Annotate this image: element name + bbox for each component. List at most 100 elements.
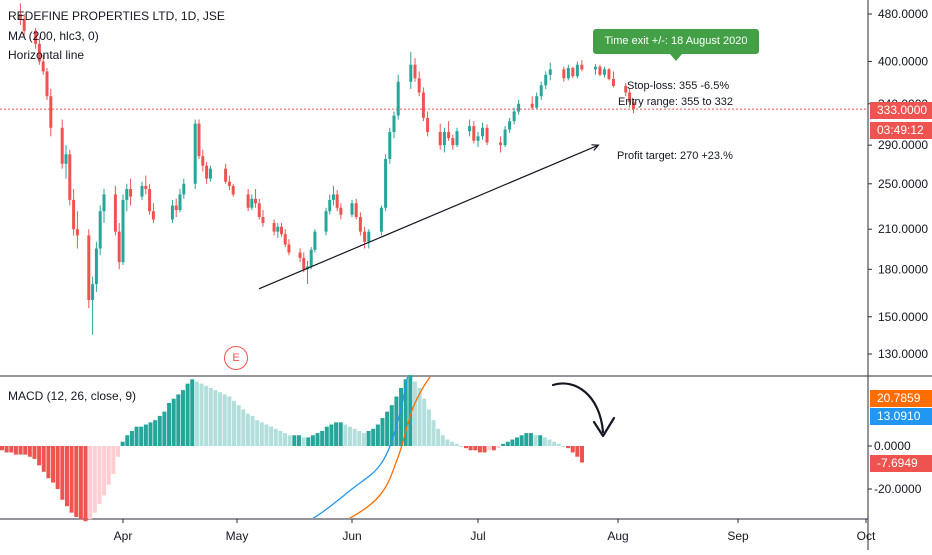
candle-body — [331, 194, 335, 200]
macd-value-tag: 20.7859 — [870, 390, 932, 407]
candle-body — [283, 234, 287, 245]
candle-body — [129, 189, 133, 197]
candle-body — [94, 248, 98, 285]
candle-body — [367, 231, 371, 242]
candle-body — [280, 226, 284, 235]
macd-histogram-bar — [245, 413, 250, 446]
macd-histogram-bar — [255, 420, 260, 446]
candle-body — [392, 115, 396, 133]
macd-histogram-bar — [120, 441, 125, 446]
candle-body — [72, 199, 76, 230]
candle-body — [227, 181, 231, 186]
price-tick-label: 290.0000 — [878, 138, 928, 152]
price-tick-label: 250.0000 — [878, 177, 928, 191]
macd-histogram-bar — [334, 422, 339, 446]
candle-body — [313, 231, 317, 250]
macd-histogram-bar — [194, 381, 199, 446]
macd-histogram-bar — [292, 435, 297, 446]
candle-body — [178, 194, 182, 211]
macd-histogram-bar — [580, 446, 584, 463]
candle-body — [539, 85, 543, 97]
bar-countdown-tag: 03:49:12 — [870, 122, 932, 139]
candle-body — [530, 103, 534, 108]
macd-histogram-bar — [148, 422, 153, 446]
time-exit-callout: Time exit +/-: 18 August 2020 — [593, 29, 759, 61]
candle-body — [631, 102, 635, 110]
candle-body — [421, 92, 425, 118]
macd-histogram-bar — [287, 435, 292, 446]
candle-body — [358, 217, 362, 232]
candle-body — [447, 132, 451, 139]
candle-body — [272, 223, 276, 232]
macd-tick-label: -20.0000 — [874, 482, 922, 496]
price-tick-label: 480.0000 — [878, 7, 928, 21]
macd-histogram-bar — [4, 446, 9, 453]
candle-body — [250, 198, 254, 208]
macd-histogram-bar — [264, 424, 269, 446]
macd-histogram-bar — [366, 430, 371, 446]
macd-histogram-bar — [69, 446, 74, 513]
macd-histogram-bar — [111, 446, 116, 474]
candle-body — [396, 81, 400, 116]
horizontal-line-label: Horizontal line — [8, 48, 85, 62]
candle-body — [562, 69, 566, 79]
macd-histogram-bar — [153, 420, 158, 446]
candle-body — [87, 235, 91, 300]
macd-histogram-bar — [296, 435, 301, 446]
candle-body — [499, 142, 503, 146]
macd-histogram-bar — [477, 446, 482, 453]
candle-body — [544, 74, 548, 86]
candle-body — [246, 194, 250, 208]
macd-histogram-bar — [459, 446, 464, 447]
macd-histogram-bar — [371, 428, 376, 446]
candle-body — [517, 103, 521, 112]
macd-histogram-bar — [41, 446, 46, 472]
macd-histogram-bar — [528, 433, 533, 446]
price-tick-label: 180.0000 — [878, 262, 928, 276]
candle-body — [309, 249, 313, 267]
candle-body — [91, 284, 95, 300]
macd-histogram-bar — [236, 405, 241, 446]
price-tick-label: 400.0000 — [878, 54, 928, 68]
macd-histogram-bar — [134, 426, 139, 446]
macd-histogram-bar — [556, 443, 561, 446]
candle-body — [468, 126, 472, 132]
macd-histogram-bar — [315, 433, 320, 446]
macd-histogram-bar — [394, 396, 399, 446]
candle-body — [257, 203, 261, 218]
macd-histogram-bar — [348, 426, 352, 446]
macd-histogram-bar — [464, 446, 468, 449]
macd-histogram-bar — [222, 394, 227, 446]
macd-histogram-bar — [157, 415, 162, 446]
macd-histogram-bar — [510, 439, 515, 446]
macd-histogram-bar — [32, 446, 37, 459]
time-tick-label: Oct — [857, 529, 876, 543]
macd-histogram-bar — [92, 446, 97, 513]
macd-histogram-bar — [352, 428, 357, 446]
macd-histogram-bar — [218, 392, 223, 446]
macd-histogram-bar — [361, 433, 366, 446]
candle-body — [379, 207, 383, 232]
candle-body — [324, 211, 328, 232]
macd-histogram-bar — [227, 396, 232, 446]
candle-body — [224, 168, 228, 182]
macd-histogram-bar — [436, 428, 441, 446]
macd-histogram-bar — [417, 387, 422, 446]
macd-histogram-bar — [515, 437, 520, 446]
macd-histogram-bar — [454, 443, 459, 446]
macd-histogram-bar — [547, 439, 552, 446]
histogram-value-tag: -7.6949 — [870, 455, 932, 472]
earnings-event-marker[interactable]: E — [224, 346, 248, 370]
candle-body — [485, 127, 489, 143]
trend-line-arrowhead — [591, 144, 600, 151]
macd-histogram-bar — [125, 435, 130, 446]
macd-histogram-bar — [60, 446, 65, 500]
candle-body — [68, 154, 72, 200]
candle-body — [49, 96, 53, 128]
macd-histogram-bar — [399, 387, 404, 446]
macd-histogram-bar — [445, 439, 450, 446]
candle-body — [628, 92, 632, 103]
price-tick-label: 130.0000 — [878, 347, 928, 361]
candle-body — [512, 111, 516, 122]
